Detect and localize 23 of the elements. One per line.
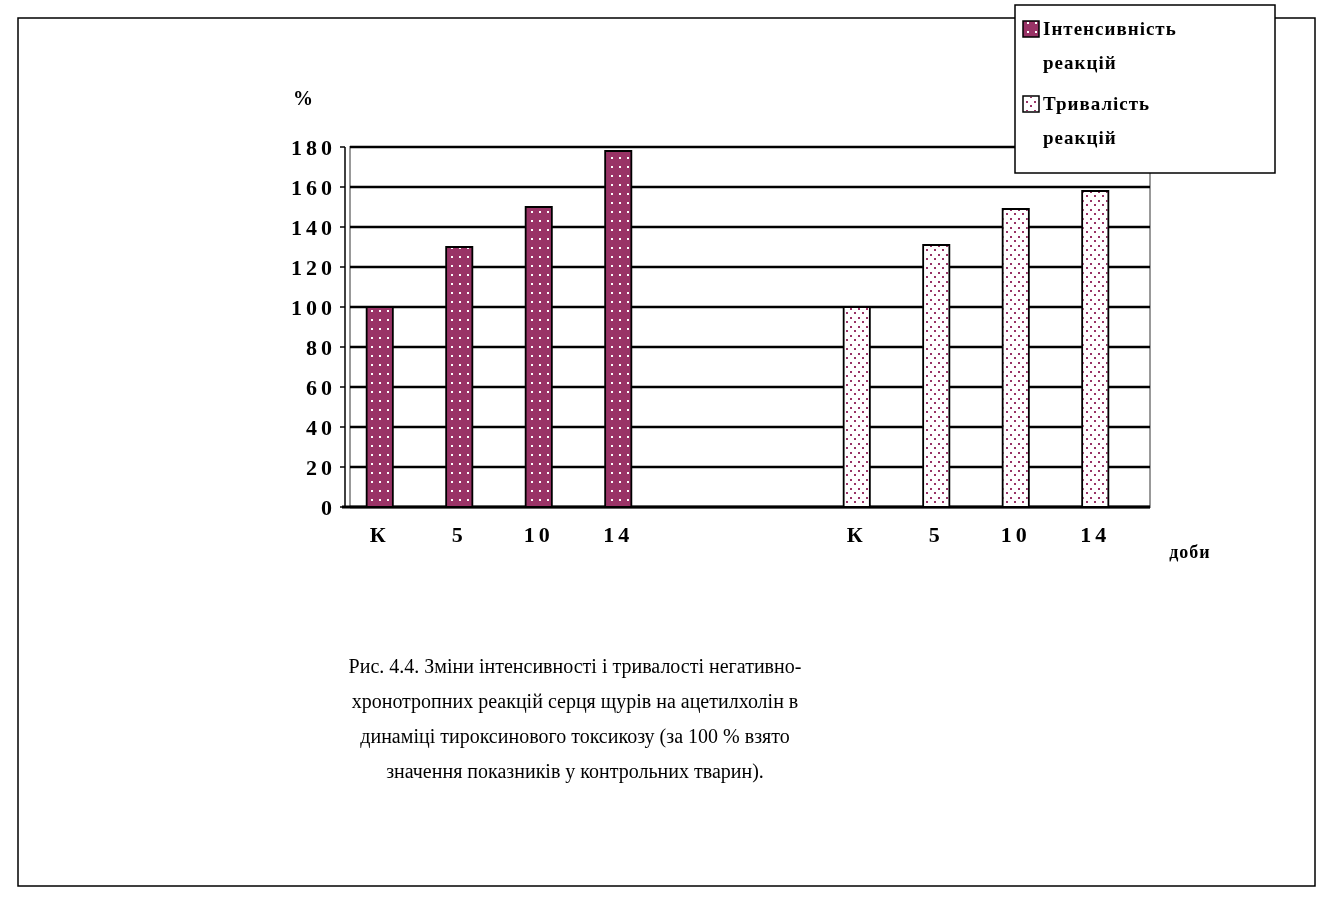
x-tick-label: 5 [451,522,467,547]
y-tick-label: 180 [291,134,336,160]
x-tick-label: 10 [523,522,554,547]
y-tick-label: 40 [306,414,336,440]
x-axis-title: доби [1169,542,1211,562]
x-tick-label: 14 [603,522,634,547]
y-tick-label: 20 [306,454,336,480]
y-axis-title: % [293,87,313,109]
y-tick-label: 100 [291,294,336,320]
x-tick-label: К [369,522,390,547]
y-tick-label: 140 [291,214,336,240]
y-tick-label: 120 [291,254,336,280]
y-tick-label: 160 [291,174,336,200]
y-tick-label: 60 [306,374,336,400]
y-tick-label: 80 [306,334,336,360]
x-tick-label: 14 [1080,522,1111,547]
y-tick-label: 0 [321,494,336,520]
text: Рис. 4.4. Зміни інтенсивності і тривалості негативно-хронотропних реакцій серця щурів на ацетилхолін в динаміці тироксинового токсикозу (за 100 % взято значення показників у контрольних тварин). [348,655,802,783]
legend-label: Інтенсивність реакцій [1043,18,1177,73]
x-tick-label: К [846,522,867,547]
x-tick-label: 5 [928,522,944,547]
x-tick-label: 10 [1000,522,1031,547]
legend-label: Тривалість реакцій [1043,93,1151,148]
